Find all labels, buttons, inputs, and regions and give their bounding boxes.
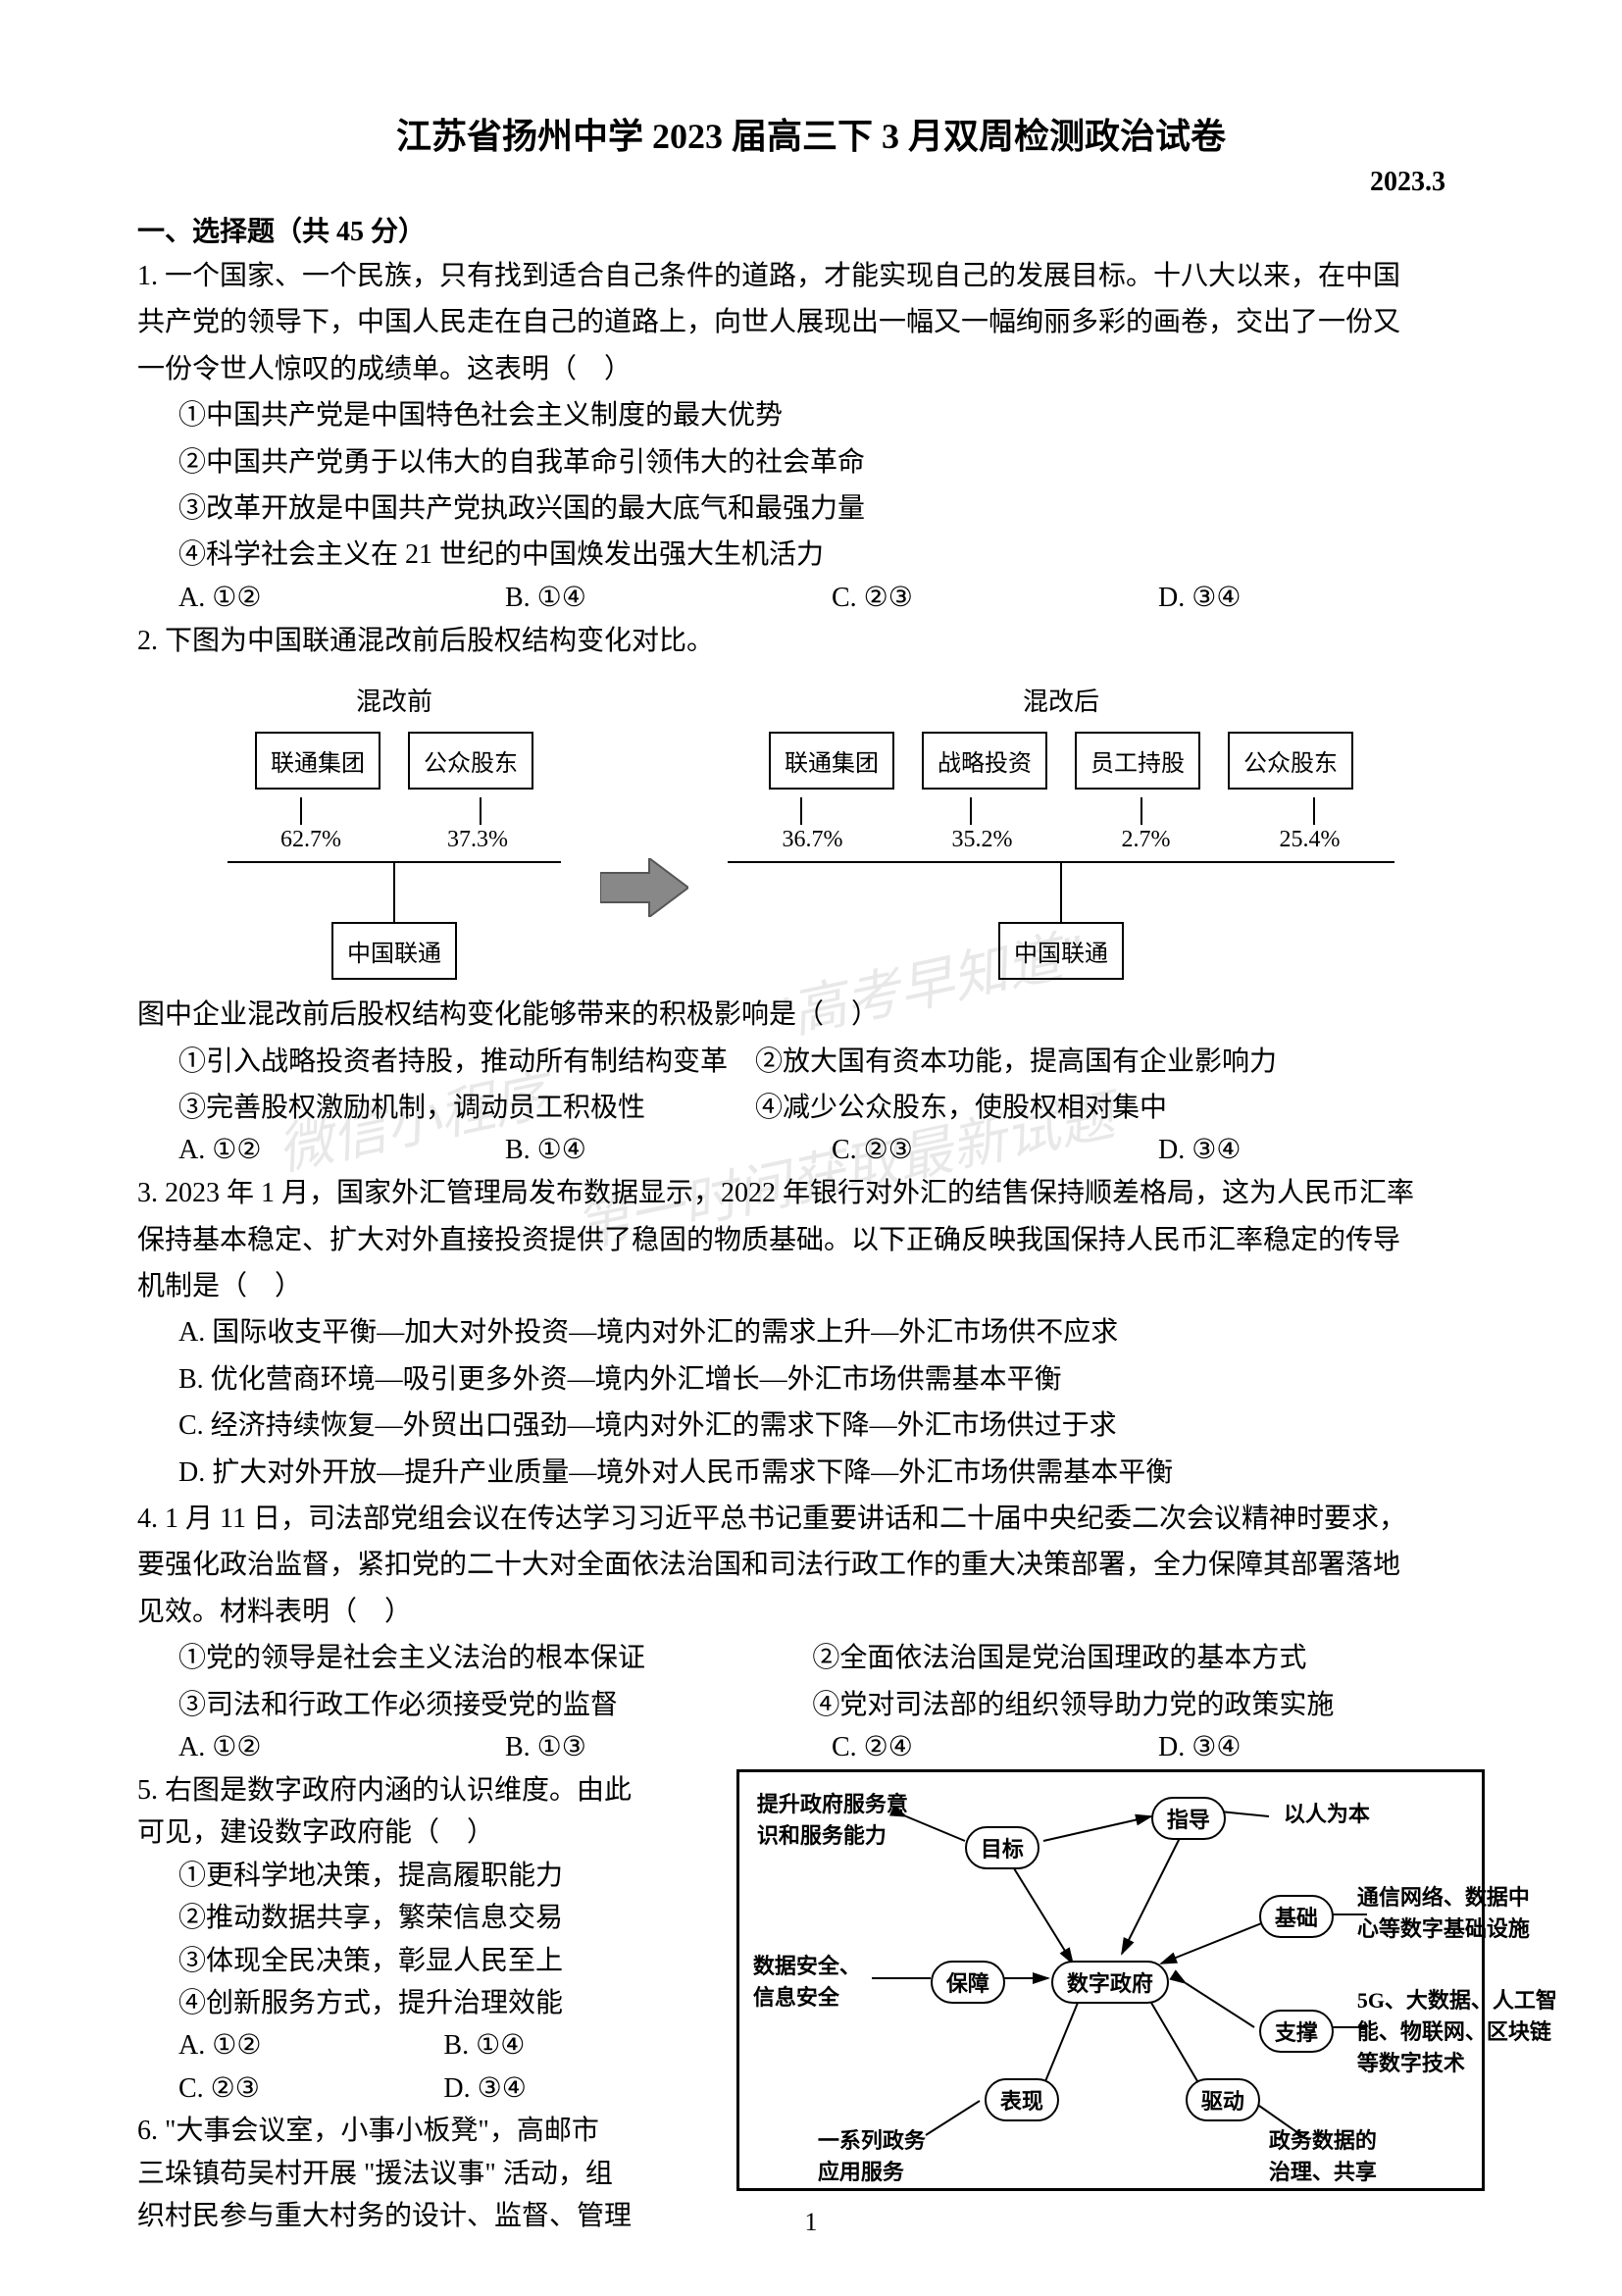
q1-stem: 共产党的领导下，中国人民走在自己的道路上，向世人展现出一幅又一幅绚丽多彩的画卷，… <box>137 301 1485 343</box>
section-header: 一、选择题（共 45 分） <box>137 210 1485 249</box>
q3-option: A. 国际收支平衡—加大对外投资—境内对外汇的需求上升—外汇市场供不应求 <box>137 1311 1485 1353</box>
diagram-text: 通信网络、数据中心等数字基础设施 <box>1357 1880 1530 1943</box>
pct: 37.3% <box>447 827 508 853</box>
q2-statement: ①引入战略投资者持股，推动所有制结构变革 ②放大国有资本功能，提高国有企业影响力 <box>137 1041 1485 1083</box>
q5-options: A. ①② B. ①④ <box>137 2024 717 2066</box>
diagram-node: 保障 <box>931 1961 1005 2004</box>
after-label: 混改后 <box>1023 682 1099 718</box>
diagram-node: 公众股东 <box>408 732 533 790</box>
q1-statement: ④科学社会主义在 21 世纪的中国焕发出强大生机活力 <box>137 534 1485 576</box>
q3-option: C. 经济持续恢复—外贸出口强劲—境内对外汇的需求下降—外汇市场供过于求 <box>137 1404 1485 1447</box>
pct: 25.4% <box>1280 827 1341 853</box>
pct: 2.7% <box>1122 827 1171 853</box>
q1-stem: 一份令世人惊叹的成绩单。这表明（ ） <box>137 348 1485 390</box>
q4-options: A. ①② B. ①③ C. ②④ D. ③④ <box>137 1730 1485 1763</box>
diagram-node: 员工持股 <box>1075 732 1200 790</box>
diagram-node: 目标 <box>965 1826 1039 1869</box>
exam-title: 江苏省扬州中学 2023 届高三下 3 月双周检测政治试卷 <box>137 108 1485 159</box>
page-number: 1 <box>805 2208 818 2237</box>
before-label: 混改前 <box>356 682 432 718</box>
q5-statement: ①更科学地决策，提高履职能力 <box>137 1855 717 1897</box>
diagram-node: 指导 <box>1151 1797 1226 1840</box>
q5-stem: 5. 右图是数字政府内涵的认识维度。由此 <box>137 1769 717 1811</box>
option-b: B. ①④ <box>505 581 832 614</box>
pct: 36.7% <box>783 827 843 853</box>
option-a: A. ①② <box>178 1133 505 1166</box>
diagram-text: 5G、大数据、人工智能、物联网、区块链等数字技术 <box>1357 1983 1557 2077</box>
diagram-node: 数字政府 <box>1051 1961 1169 2004</box>
q6-stem: 三垛镇苟吴村开展 "援法议事" 活动，组 <box>137 2153 717 2195</box>
option-c: C. ②③ <box>832 581 1158 614</box>
q4-stem: 4. 1 月 11 日，司法部党组会议在传达学习习近平总书记重要讲话和二十届中央… <box>137 1498 1485 1540</box>
q5-diagram: 提升政府服务意识和服务能力 目标 指导 以人为本 基础 通信网络、数据中心等数字… <box>736 1769 1485 2191</box>
option-b: B. ①③ <box>505 1730 832 1763</box>
q6-stem: 织村民参与重大村务的设计、监督、管理 <box>137 2195 717 2237</box>
q5-statement: ③体现全民决策，彰显人民至上 <box>137 1940 717 1982</box>
q6-stem: 6. "大事会议室，小事小板凳"，高邮市 <box>137 2110 717 2152</box>
q1-stem: 1. 一个国家、一个民族，只有找到适合自己条件的道路，才能实现自己的发展目标。十… <box>137 255 1485 297</box>
q5-stem: 可见，建设数字政府能（ ） <box>137 1811 717 1854</box>
q3-option: D. 扩大对外开放—提升产业质量—境外对人民币需求下降—外汇市场供需基本平衡 <box>137 1452 1485 1494</box>
q1-statement: ②中国共产党勇于以伟大的自我革命引领伟大的社会革命 <box>137 441 1485 484</box>
q5-options: C. ②③ D. ③④ <box>137 2067 717 2110</box>
diagram-node: 中国联通 <box>998 922 1124 980</box>
diagram-node: 基础 <box>1259 1895 1334 1938</box>
q4-statements: ③司法和行政工作必须接受党的监督 ④党对司法部的组织领导助力党的政策实施 <box>137 1684 1485 1726</box>
diagram-text: 提升政府服务意识和服务能力 <box>757 1787 908 1850</box>
diagram-node: 表现 <box>985 2078 1059 2121</box>
pct: 35.2% <box>952 827 1013 853</box>
diagram-text: 数据安全、信息安全 <box>753 1949 861 2012</box>
pct: 62.7% <box>280 827 341 853</box>
diagram-text: 以人为本 <box>1284 1797 1370 1828</box>
q5-statement: ④创新服务方式，提升治理效能 <box>137 1982 717 2024</box>
q2-diagram: 混改前 联通集团 公众股东 62.7% 37.3% 中国联通 混改后 联通集团 … <box>137 682 1485 980</box>
option-a: A. ①② <box>178 1730 505 1763</box>
exam-date: 2023.3 <box>137 167 1485 198</box>
q4-statements: ①党的领导是社会主义法治的根本保证 ②全面依法治国是党治国理政的基本方式 <box>137 1637 1485 1679</box>
q5-statement: ②推动数据共享，繁荣信息交易 <box>137 1897 717 1939</box>
q4-stem: 见效。材料表明（ ） <box>137 1591 1485 1633</box>
q3-option: B. 优化营商环境—吸引更多外资—境内外汇增长—外汇市场供需基本平衡 <box>137 1358 1485 1401</box>
diagram-node: 公众股东 <box>1228 732 1353 790</box>
q4-stem: 要强化政治监督，紧扣党的二十大对全面依法治国和司法行政工作的重大决策部署，全力保… <box>137 1544 1485 1586</box>
q2-statement: ③完善股权激励机制，调动员工积极性 ④减少公众股东，使股权相对集中 <box>137 1087 1485 1129</box>
diagram-text: 一系列政务应用服务 <box>818 2123 926 2186</box>
q1-options: A. ①② B. ①④ C. ②③ D. ③④ <box>137 581 1485 614</box>
q2-stem: 2. 下图为中国联通混改前后股权结构变化对比。 <box>137 620 1485 662</box>
q1-statement: ③改革开放是中国共产党执政兴国的最大底气和最强力量 <box>137 487 1485 530</box>
option-c: C. ②④ <box>832 1730 1158 1763</box>
arrow-icon <box>600 858 688 922</box>
diagram-node: 联通集团 <box>769 732 894 790</box>
q3-stem: 保持基本稳定、扩大对外直接投资提供了稳固的物质基础。以下正确反映我国保持人民币汇… <box>137 1219 1485 1261</box>
option-b: B. ①④ <box>505 1133 832 1166</box>
option-d: D. ③④ <box>1158 1730 1485 1763</box>
diagram-node: 中国联通 <box>331 922 457 980</box>
q1-statement: ①中国共产党是中国特色社会主义制度的最大优势 <box>137 394 1485 436</box>
q3-stem: 3. 2023 年 1 月，国家外汇管理局发布数据显示，2022 年银行对外汇的… <box>137 1172 1485 1214</box>
option-a: A. ①② <box>178 581 505 614</box>
option-c: C. ②③ <box>832 1133 1158 1166</box>
diagram-node: 战略投资 <box>922 732 1047 790</box>
q2-followup: 图中企业混改前后股权结构变化能够带来的积极影响是（ ） <box>137 994 1485 1036</box>
q3-stem: 机制是（ ） <box>137 1265 1485 1307</box>
diagram-text: 政务数据的治理、共享 <box>1269 2123 1377 2186</box>
diagram-node: 驱动 <box>1186 2078 1260 2121</box>
q2-options: A. ①② B. ①④ C. ②③ D. ③④ <box>137 1133 1485 1166</box>
diagram-node: 联通集团 <box>255 732 380 790</box>
option-d: D. ③④ <box>1158 1133 1485 1166</box>
option-d: D. ③④ <box>1158 581 1485 614</box>
diagram-node: 支撑 <box>1259 2010 1334 2053</box>
